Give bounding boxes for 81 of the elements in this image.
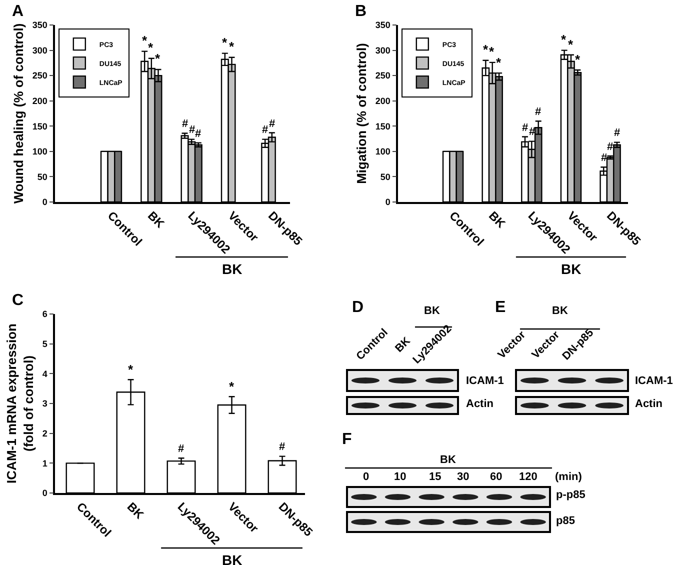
text: BK bbox=[552, 305, 568, 317]
data-label: # bbox=[614, 127, 620, 139]
data-label: * bbox=[496, 55, 502, 70]
y-tick-label: 1 bbox=[42, 458, 48, 468]
y-tick-label: 5 bbox=[42, 338, 48, 349]
text: 0 bbox=[363, 471, 370, 483]
y-axis-title: ICAM-1 mRNA expression (fold of control) bbox=[4, 324, 36, 484]
text: BK bbox=[222, 552, 242, 565]
data-label: # bbox=[195, 128, 202, 140]
text: 10 bbox=[394, 471, 406, 483]
text: p85 bbox=[556, 515, 575, 527]
text: p-p85 bbox=[556, 489, 586, 501]
y-tick-label: 4 bbox=[42, 368, 48, 379]
data-label: * bbox=[489, 44, 495, 59]
data-label: # bbox=[601, 152, 608, 164]
y-tick-label: 50 bbox=[380, 172, 390, 182]
y-tick-label: 50 bbox=[37, 172, 48, 182]
y-tick-label: 250 bbox=[375, 70, 390, 81]
data-label: # bbox=[189, 124, 196, 136]
data-label: * bbox=[568, 37, 574, 52]
data-label: * bbox=[575, 52, 581, 67]
y-tick-label: 200 bbox=[32, 96, 48, 106]
chart-title: A bbox=[12, 3, 24, 20]
data-label: # bbox=[607, 141, 614, 153]
text: 120 bbox=[519, 471, 538, 483]
x-tick-label: BK bbox=[124, 500, 147, 522]
text: Actin bbox=[635, 398, 663, 410]
data-label: * bbox=[483, 42, 489, 57]
chart-title: B bbox=[355, 3, 367, 20]
data-label: # bbox=[522, 122, 528, 134]
data-label: * bbox=[561, 32, 567, 47]
text: D bbox=[352, 299, 364, 316]
data-label: * bbox=[142, 33, 148, 48]
x-tick-label: BK bbox=[486, 208, 508, 232]
y-tick-label: 200 bbox=[375, 96, 390, 106]
y-tick-label: 300 bbox=[32, 45, 48, 56]
text: 15 bbox=[429, 471, 442, 483]
chart-title: C bbox=[12, 292, 24, 309]
text: BK bbox=[424, 305, 440, 317]
y-tick-label: 0 bbox=[42, 488, 48, 498]
data-label: * bbox=[222, 35, 228, 50]
data-label: # bbox=[178, 443, 184, 455]
data-label: # bbox=[535, 106, 542, 118]
text: 30 bbox=[457, 471, 470, 483]
y-tick-label: 350 bbox=[32, 20, 48, 30]
data-label: * bbox=[229, 379, 235, 394]
y-tick-label: 150 bbox=[375, 121, 390, 132]
data-label: # bbox=[182, 118, 188, 130]
y-tick-label: 100 bbox=[32, 146, 48, 157]
y-tick-label: 100 bbox=[375, 146, 390, 157]
text: BK bbox=[440, 454, 456, 466]
y-tick-label: 3 bbox=[42, 398, 48, 409]
text: ICAM-1 bbox=[635, 375, 673, 387]
data-label: # bbox=[279, 441, 286, 453]
data-label: * bbox=[229, 39, 235, 54]
y-tick-label: 2 bbox=[42, 428, 48, 438]
text: BK bbox=[393, 335, 413, 355]
y-axis-title: Migation (% of control) bbox=[354, 43, 369, 184]
text: BK bbox=[222, 261, 242, 277]
data-label: # bbox=[269, 118, 276, 130]
y-tick-label: 300 bbox=[375, 45, 390, 56]
text: Actin bbox=[466, 398, 494, 410]
x-tick-label: BK bbox=[145, 208, 168, 232]
text: 60 bbox=[490, 471, 502, 483]
y-tick-label: 150 bbox=[32, 121, 48, 132]
data-label: * bbox=[155, 51, 161, 66]
data-label: * bbox=[148, 40, 154, 55]
y-tick-label: 250 bbox=[32, 70, 48, 81]
y-tick-label: 350 bbox=[375, 20, 390, 30]
text: ICAM-1 bbox=[466, 375, 504, 387]
data-label: * bbox=[128, 362, 134, 377]
y-tick-label: 6 bbox=[42, 309, 48, 320]
text: E bbox=[495, 299, 506, 316]
text: F bbox=[342, 431, 352, 448]
text: (min) bbox=[555, 471, 582, 483]
data-label: # bbox=[262, 124, 268, 136]
y-tick-label: 0 bbox=[385, 197, 390, 208]
text: BK bbox=[561, 261, 582, 277]
y-tick-label: 0 bbox=[42, 197, 48, 208]
data-label: # bbox=[529, 126, 536, 138]
y-axis-title: Wound healing (% of control) bbox=[10, 23, 26, 204]
